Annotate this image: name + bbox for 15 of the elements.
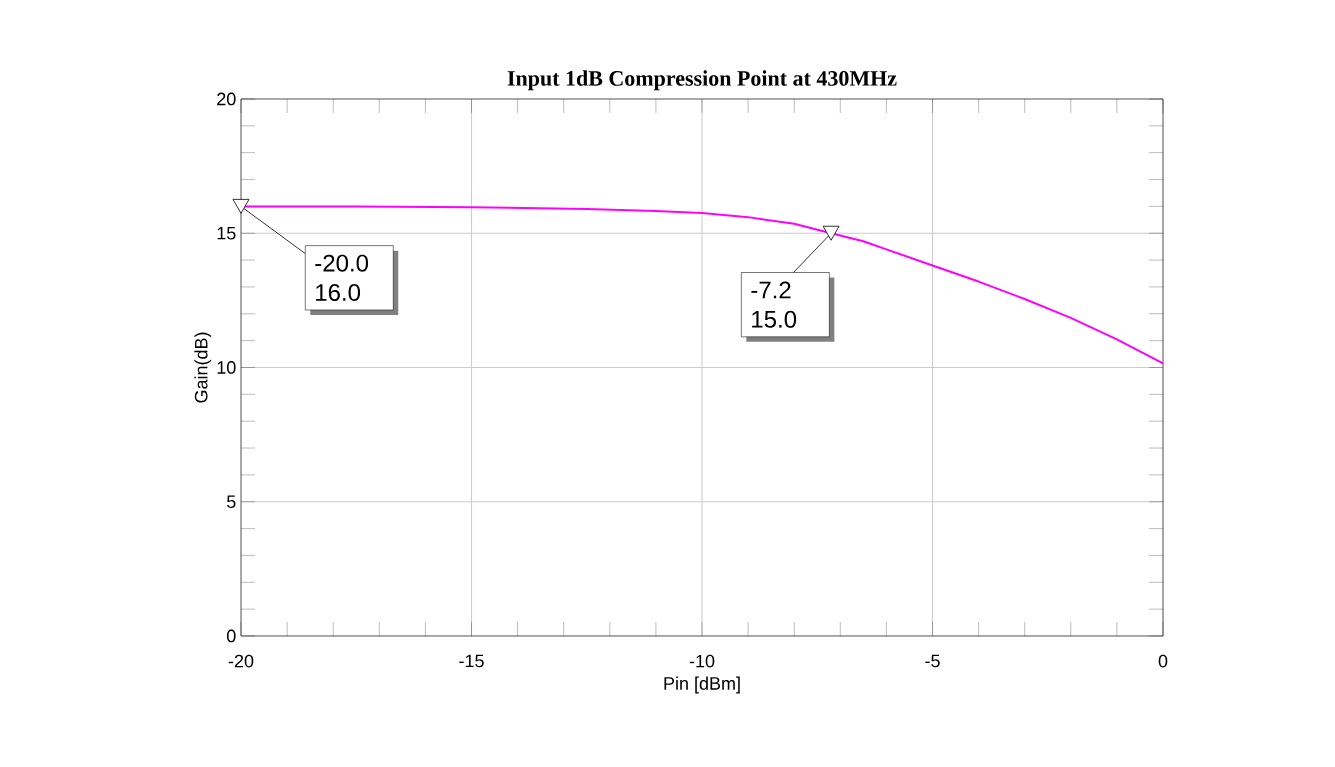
- y-tick-label: 10: [217, 361, 236, 374]
- y-tick-label: 20: [217, 92, 236, 106]
- chart-title: Input 1dB Compression Point at 430MHz: [507, 70, 897, 91]
- y-tick-label: 0: [227, 629, 236, 643]
- annotation: -20.0 16.0: [315, 254, 369, 301]
- x-tick-label: -10: [689, 654, 715, 668]
- annotation: -7.2 15.0: [751, 281, 797, 328]
- x-tick-label: 0: [1158, 654, 1168, 668]
- x-tick-label: -5: [925, 654, 940, 668]
- y-tick-label: 15: [217, 226, 236, 240]
- x-axis-title: Pin [dBm]: [664, 676, 740, 694]
- y-axis-title: Gain(dB): [194, 332, 212, 403]
- y-tick-label: 5: [227, 495, 236, 509]
- x-tick-label: -15: [459, 654, 484, 668]
- x-tick-label: -20: [228, 654, 254, 668]
